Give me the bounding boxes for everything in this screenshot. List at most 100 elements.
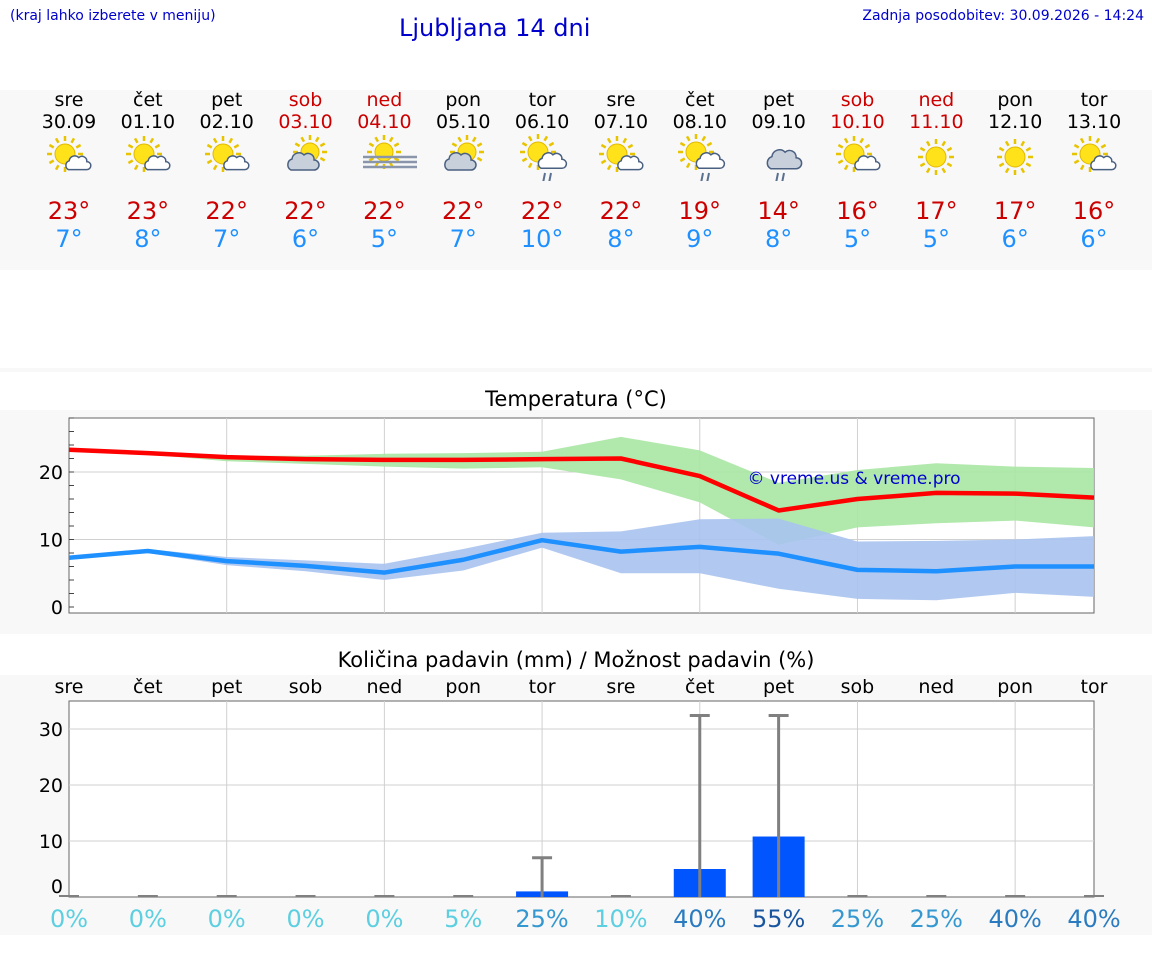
temp-max: 22° xyxy=(441,197,485,225)
temp-min: 5° xyxy=(843,225,872,253)
y-tick-label: 10 xyxy=(39,831,63,853)
x-tick-label: tor xyxy=(529,676,556,698)
day-date: 07.10 xyxy=(593,111,649,133)
temp-max: 23° xyxy=(126,197,170,225)
divider xyxy=(0,368,1152,372)
forecast-day: pon 12.10 17° 6° xyxy=(970,89,1060,253)
day-date: 03.10 xyxy=(278,111,333,133)
probability-label: 0% xyxy=(286,905,324,933)
x-tick-label: ned xyxy=(918,676,954,698)
x-tick-label: sob xyxy=(841,676,875,698)
temp-min: 9° xyxy=(686,225,714,253)
sun-cloud-icon xyxy=(47,136,92,172)
probability-label: 40% xyxy=(1067,905,1120,933)
day-date: 10.10 xyxy=(830,111,885,133)
day-name: sre xyxy=(606,89,636,111)
temp-min: 8° xyxy=(607,225,635,253)
y-tick-label: 0 xyxy=(51,597,63,619)
day-date: 08.10 xyxy=(672,111,727,133)
probability-label: 0% xyxy=(50,905,88,933)
probability-label: 10% xyxy=(594,905,647,933)
day-name: pon xyxy=(997,89,1034,111)
forecast-day: sre 30.09 23° 7° xyxy=(24,89,114,253)
day-date: 05.10 xyxy=(436,111,491,133)
day-name: sob xyxy=(840,89,875,111)
cloud-rain-icon xyxy=(766,149,802,181)
y-tick-label: 0 xyxy=(51,876,63,898)
temp-min: 8° xyxy=(765,225,793,253)
day-date: 04.10 xyxy=(357,111,412,133)
x-tick-label: sob xyxy=(289,676,323,698)
forecast-day: pet 02.10 22° 7° xyxy=(182,89,272,253)
y-tick-label: 10 xyxy=(39,530,63,552)
temp-max: 17° xyxy=(915,197,958,225)
day-name: pet xyxy=(211,89,243,111)
day-name: pet xyxy=(763,89,795,111)
day-date: 09.10 xyxy=(751,111,806,133)
temperature-chart-title: Temperatura (°C) xyxy=(485,387,667,411)
forecast-panel xyxy=(0,90,1152,270)
sun-icon xyxy=(918,139,955,175)
forecast-day: tor 06.10 22° 10° xyxy=(497,89,587,253)
temp-min: 6° xyxy=(1001,225,1029,253)
day-date: 11.10 xyxy=(909,111,964,133)
probability-label: 0% xyxy=(129,905,167,933)
temp-min: 6° xyxy=(291,225,320,253)
forecast-day: tor 13.10 16° 6° xyxy=(1049,89,1139,253)
temp-max: 22° xyxy=(363,197,406,225)
sun-cloud-icon xyxy=(835,136,881,172)
day-name: čet xyxy=(133,89,163,111)
probability-label: 25% xyxy=(831,905,884,933)
temp-max: 22° xyxy=(599,197,643,225)
day-date: 12.10 xyxy=(987,111,1043,133)
day-date: 02.10 xyxy=(199,111,254,133)
forecast-day: sre 07.10 22° 8° xyxy=(576,89,666,253)
sun-cloud-rain-icon xyxy=(520,134,568,181)
uncertainty-band xyxy=(69,436,1094,545)
forecast-day: čet 08.10 19° 9° xyxy=(655,89,745,253)
temp-min: 5° xyxy=(922,225,950,253)
temp-min: 5° xyxy=(370,225,399,253)
temp-min: 7° xyxy=(55,225,83,253)
temp-min: 8° xyxy=(134,225,162,253)
series-line xyxy=(68,537,1094,575)
x-tick-label: pet xyxy=(763,676,794,698)
day-name: čet xyxy=(685,89,715,111)
temp-max: 22° xyxy=(205,197,248,225)
sun-cloud-icon xyxy=(125,136,171,172)
cloud-sun-icon xyxy=(286,135,327,171)
day-date: 01.10 xyxy=(120,111,176,133)
x-tick-label: pon xyxy=(445,676,481,698)
x-tick-label: tor xyxy=(1081,676,1108,698)
series-line xyxy=(68,447,1095,513)
temp-max: 16° xyxy=(836,197,879,225)
probability-label: 55% xyxy=(752,905,805,933)
probability-label: 5% xyxy=(444,905,482,933)
temp-min: 10° xyxy=(520,225,564,253)
day-name: ned xyxy=(366,89,403,111)
plot-area xyxy=(68,700,1095,898)
probability-label: 25% xyxy=(515,905,568,933)
probability-label: 40% xyxy=(673,905,726,933)
page-title: Ljubljana 14 dni xyxy=(399,14,591,42)
watermark: © vreme.us & vreme.pro xyxy=(747,469,960,489)
y-tick-label: 30 xyxy=(39,719,63,741)
probability-label: 0% xyxy=(365,905,403,933)
probability-label: 40% xyxy=(988,905,1041,933)
uncertainty-band xyxy=(69,518,1094,601)
forecast-day: sob 03.10 22° 6° xyxy=(261,89,351,253)
forecast-day: pet 09.10 14° 8° xyxy=(734,89,824,253)
forecast-day: ned 04.10 22° 5° xyxy=(339,89,429,253)
sun-fog-icon xyxy=(363,135,418,169)
precipitation-chart-title: Količina padavin (mm) / Možnost padavin … xyxy=(337,648,815,672)
x-tick-label: sre xyxy=(606,676,635,698)
sun-cloud-icon xyxy=(1072,136,1117,172)
sun-cloud-icon xyxy=(598,136,644,172)
temp-max: 22° xyxy=(284,197,327,225)
day-name: tor xyxy=(528,89,556,111)
temp-max: 19° xyxy=(678,197,722,225)
x-tick-label: čet xyxy=(133,676,163,698)
day-date: 06.10 xyxy=(514,111,570,133)
day-name: tor xyxy=(1080,89,1108,111)
temp-max: 14° xyxy=(757,197,800,225)
